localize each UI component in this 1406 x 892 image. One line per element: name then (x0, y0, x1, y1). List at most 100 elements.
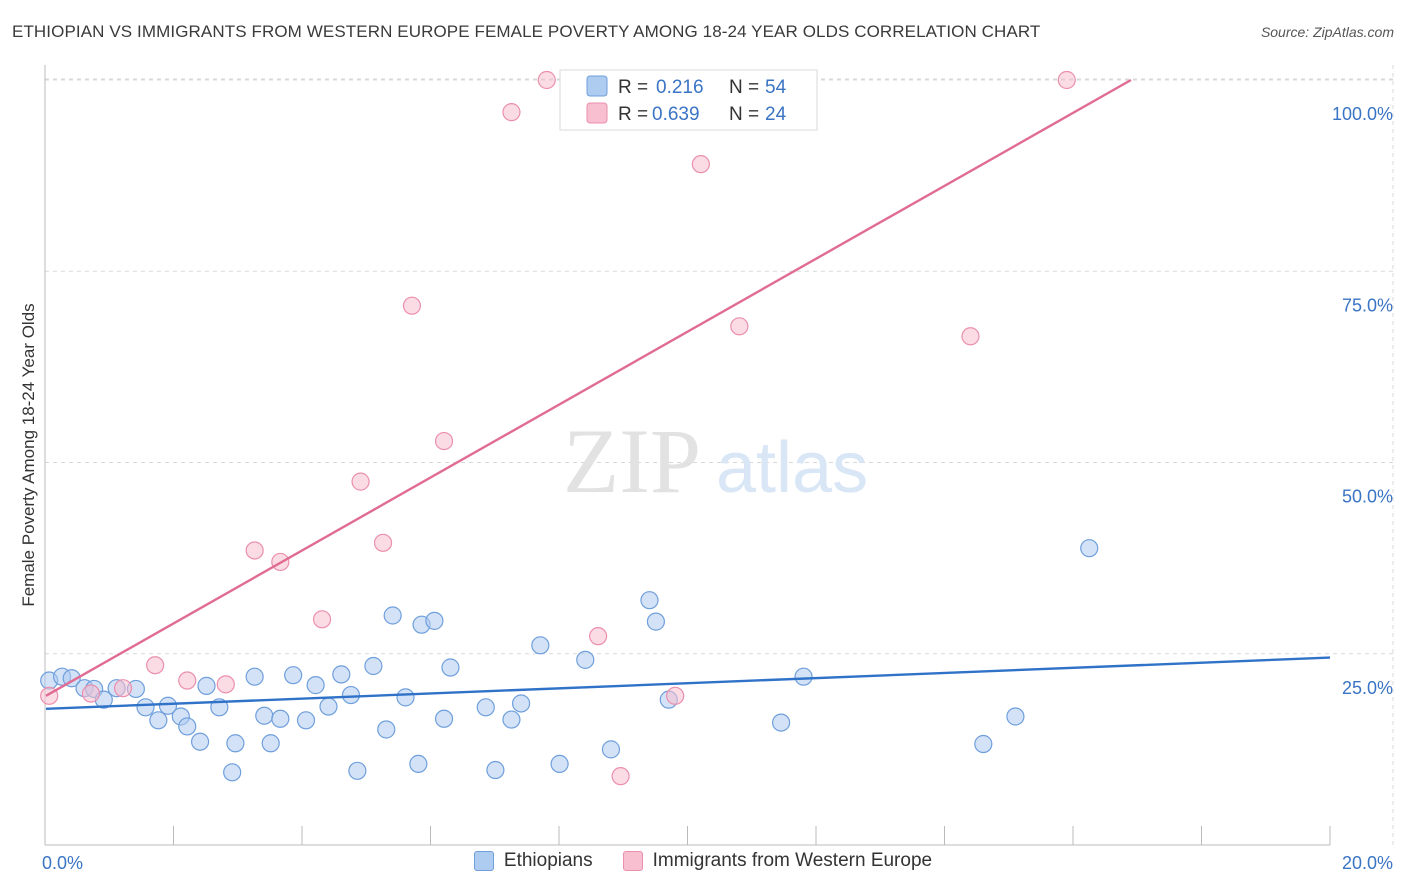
point-ethiopians-10 (158, 696, 178, 715)
point-immigrants-23 (1057, 70, 1076, 90)
legend-r-label-2: R = (618, 104, 648, 125)
point-ethiopians-8 (136, 698, 155, 717)
point-ethiopians-43 (550, 754, 569, 774)
point-ethiopians-45 (601, 740, 621, 759)
point-ethiopians-35 (425, 611, 444, 630)
legend-item-immigrants: Immigrants from Western Europe (622, 850, 933, 872)
point-ethiopians-33 (409, 754, 428, 774)
point-ethiopians-19 (255, 706, 274, 725)
legend-swatch-blue (473, 851, 494, 871)
point-immigrants-3 (146, 656, 165, 675)
point-ethiopians-37 (441, 658, 460, 677)
point-ethiopians-21 (271, 709, 290, 728)
legend-r-label-1: R = (618, 77, 648, 98)
legend-n-label-1: N = (729, 77, 759, 98)
point-immigrants-19 (691, 155, 710, 174)
point-ethiopians-49 (771, 713, 791, 732)
x-tick-label-1: 20.0% (1342, 853, 1393, 873)
y-tick-labels: 25.0% 50.0% 75.0% 100.0% (1332, 104, 1393, 698)
point-immigrants-1 (81, 684, 101, 703)
point-ethiopians-24 (306, 676, 325, 695)
legend-label-immigrants: Immigrants from Western Europe (652, 850, 933, 871)
series-immigrants-western-europe (40, 70, 1076, 786)
point-immigrants-17 (611, 767, 630, 786)
point-ethiopians-20 (261, 734, 280, 753)
point-ethiopians-18 (245, 667, 264, 686)
point-ethiopians-26 (332, 665, 351, 684)
legend-r-value-1: 0.216 (656, 77, 704, 98)
trend-line-ethiopians (45, 656, 1331, 711)
point-immigrants-4 (178, 671, 197, 690)
watermark-atlas: atlas (716, 428, 868, 508)
point-ethiopians-22 (284, 666, 303, 685)
point-immigrants-13 (502, 103, 521, 122)
point-ethiopians-13 (190, 732, 210, 751)
axes (44, 65, 1331, 846)
point-immigrants-18 (666, 686, 685, 705)
legend-n-value-2: 24 (765, 104, 787, 125)
point-ethiopians-53 (1080, 539, 1099, 558)
y-tick-label-0: 25.0% (1342, 678, 1393, 698)
point-ethiopians-50 (794, 667, 813, 686)
grid-lines (45, 65, 1394, 845)
point-immigrants-6 (245, 541, 264, 560)
series-ethiopians (40, 539, 1099, 782)
watermark-zip: ZIP (563, 410, 701, 512)
point-immigrants-16 (589, 627, 608, 646)
point-ethiopians-42 (531, 636, 550, 655)
point-ethiopians-32 (396, 688, 415, 707)
legend-swatch-pink (622, 851, 643, 871)
x-tick-labels: 0.0% 20.0% (42, 853, 1393, 873)
point-immigrants-5 (216, 675, 235, 694)
watermark: ZIP atlas (563, 410, 868, 512)
y-tick-label-2: 75.0% (1342, 295, 1393, 315)
y-tick-label-1: 50.0% (1342, 487, 1393, 507)
y-axis-label: Female Poverty Among 18-24 Year Olds (19, 303, 38, 606)
stats-legend: R = 0.216 N = 54 R = 0.639 N = 24 (559, 69, 818, 131)
point-ethiopians-38 (476, 698, 495, 717)
point-immigrants-12 (434, 431, 454, 451)
point-immigrants-9 (351, 472, 370, 491)
point-ethiopians-9 (149, 711, 168, 730)
trend-line-immigrants (45, 78, 1132, 697)
point-immigrants-14 (537, 70, 556, 90)
point-ethiopians-16 (223, 763, 242, 782)
point-ethiopians-52 (1006, 707, 1025, 726)
point-ethiopians-31 (383, 606, 402, 625)
point-ethiopians-14 (197, 676, 216, 695)
legend-n-value-1: 54 (765, 77, 787, 98)
point-ethiopians-29 (364, 656, 383, 676)
point-ethiopians-17 (226, 734, 245, 753)
point-immigrants-20 (730, 317, 749, 336)
point-ethiopians-27 (341, 685, 361, 705)
point-immigrants-10 (373, 533, 393, 552)
legend-swatch-ethiopians (586, 75, 608, 97)
point-ethiopians-47 (646, 612, 666, 631)
point-ethiopians-39 (486, 760, 505, 780)
point-ethiopians-12 (178, 717, 197, 736)
point-ethiopians-28 (348, 761, 367, 780)
point-ethiopians-25 (319, 697, 338, 716)
point-ethiopians-36 (434, 709, 454, 728)
point-ethiopians-46 (640, 591, 659, 610)
point-ethiopians-41 (511, 694, 531, 713)
legend-item-ethiopians: Ethiopians (473, 850, 593, 872)
point-ethiopians-23 (296, 711, 316, 730)
point-ethiopians-30 (377, 720, 396, 739)
point-immigrants-11 (402, 296, 422, 315)
legend-swatch-immigrants (586, 102, 608, 124)
point-ethiopians-44 (576, 650, 595, 669)
legend-r-value-2: 0.639 (652, 104, 700, 125)
point-ethiopians-40 (502, 710, 521, 729)
legend-label-ethiopians: Ethiopians (503, 850, 593, 871)
source-label: Source: ZipAtlas.com (1260, 24, 1394, 40)
point-immigrants-2 (113, 679, 133, 698)
y-tick-label-3: 100.0% (1332, 104, 1393, 124)
x-tick-label-0: 0.0% (42, 853, 83, 873)
chart-title: ETHIOPIAN VS IMMIGRANTS FROM WESTERN EUR… (12, 22, 1041, 41)
series-legend: Ethiopians Immigrants from Western Europ… (0, 850, 1406, 872)
trend-lines (45, 78, 1331, 711)
point-immigrants-8 (312, 610, 332, 629)
legend-n-label-2: N = (729, 104, 759, 125)
